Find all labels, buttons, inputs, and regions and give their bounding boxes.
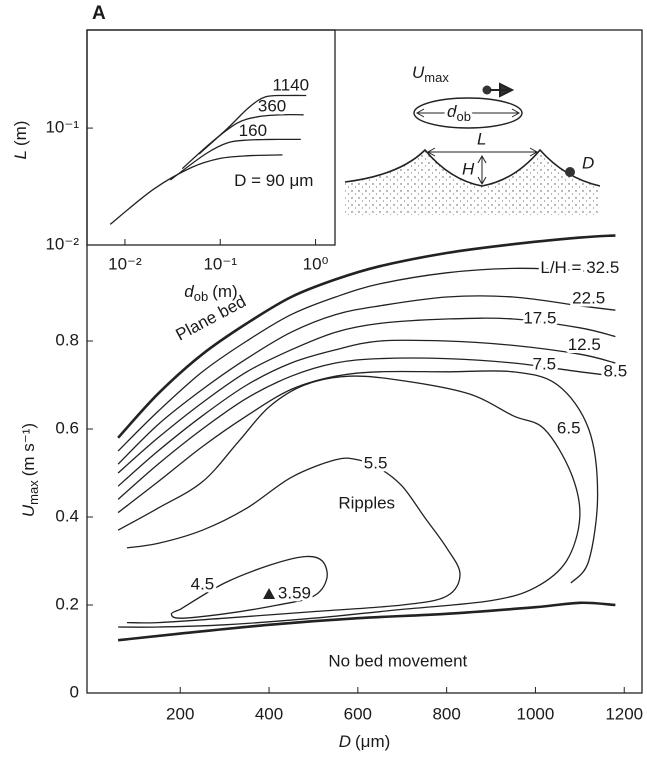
velocity-arrow xyxy=(490,82,515,98)
axis-label: dob (m) xyxy=(184,282,237,304)
contour-line xyxy=(198,94,307,155)
series-label: 5.5 xyxy=(364,454,388,473)
unit: (m) xyxy=(212,282,237,301)
x-tick-label: 200 xyxy=(166,704,194,723)
series-label: 6.5 xyxy=(557,418,581,437)
height-arrow xyxy=(477,154,487,186)
x-tick-label: 10⁰ xyxy=(303,254,329,273)
series-label: 8.5 xyxy=(604,361,628,380)
x-tick-label: 1200 xyxy=(605,704,643,723)
subscript: max xyxy=(26,480,41,505)
particle xyxy=(482,85,492,95)
symbol: L xyxy=(11,150,30,159)
contour-line xyxy=(117,375,581,628)
contour-line xyxy=(117,234,616,439)
grain-label: D xyxy=(582,153,594,172)
contour-line xyxy=(117,601,616,642)
y-tick-label: 0 xyxy=(70,682,79,701)
y-tick-label: 10⁻¹ xyxy=(45,118,79,137)
contour-line xyxy=(170,555,328,619)
unit: (m) xyxy=(11,121,30,146)
wavelength-label: L xyxy=(477,129,486,148)
series-label: L/H = 32.5 xyxy=(540,258,619,277)
x-tick-label: 1000 xyxy=(517,704,555,723)
unit: (m s⁻¹) xyxy=(19,423,38,476)
contour-line xyxy=(117,267,616,452)
series-label: 4.5 xyxy=(191,575,215,594)
symbol: d xyxy=(447,102,457,121)
height-label: H xyxy=(462,159,475,178)
ripple-profile xyxy=(344,148,601,187)
contour-line xyxy=(117,357,616,500)
subscript: ob xyxy=(456,109,470,124)
symbol: U xyxy=(412,63,425,82)
x-tick-label: 600 xyxy=(344,704,372,723)
x-tick-label: 10⁻¹ xyxy=(203,254,237,273)
inset-frame xyxy=(86,29,336,246)
contour-line xyxy=(117,317,616,474)
main-frame xyxy=(86,29,643,694)
contour-line xyxy=(109,154,283,225)
symbol: d xyxy=(184,282,194,301)
axis-label: D (μm) xyxy=(339,732,391,751)
symbol: D xyxy=(339,732,351,751)
series-label: 22.5 xyxy=(572,289,605,308)
velocity-label: Umax xyxy=(412,63,449,85)
schematic: Umax dob L H D xyxy=(344,63,601,215)
orbital-arrow xyxy=(415,108,521,118)
x-tick-label: 400 xyxy=(255,704,283,723)
y-tick-label: 0.8 xyxy=(55,330,79,349)
y-tick-label: 10⁻² xyxy=(45,234,79,253)
orbit xyxy=(413,97,523,129)
contour-line xyxy=(170,138,301,181)
x-tick-label: 800 xyxy=(432,704,460,723)
orbital-label: dob xyxy=(447,102,471,124)
panel-label: A xyxy=(92,3,106,24)
sediment xyxy=(345,150,600,215)
annotation: No bed movement xyxy=(328,652,467,671)
point xyxy=(263,588,276,599)
series-label: 3.59 xyxy=(278,583,311,602)
y-tick-label: 0.2 xyxy=(55,594,79,613)
contour-line xyxy=(117,295,616,465)
series-label: 12.5 xyxy=(568,335,601,354)
contour-line xyxy=(117,370,599,584)
subscript: max xyxy=(424,70,449,85)
axis-label: L (m) xyxy=(11,121,30,160)
series-label: 1140 xyxy=(273,75,310,94)
y-tick-label: 0.6 xyxy=(55,418,79,437)
series-label: 17.5 xyxy=(523,308,556,327)
series-label: D = 90 μm xyxy=(234,171,313,190)
annotation: Ripples xyxy=(338,493,395,512)
y-tick-label: 0.4 xyxy=(55,506,79,525)
contour-line xyxy=(126,457,461,624)
subscript: ob xyxy=(194,289,208,304)
series-label: 160 xyxy=(239,121,267,140)
contour-line xyxy=(117,339,616,487)
grain xyxy=(565,167,575,177)
series-label: 7.5 xyxy=(532,355,556,374)
axis-label: Umax (m s⁻¹) xyxy=(19,423,41,517)
wavelength-arrow xyxy=(426,147,539,157)
x-tick-label: 10⁻² xyxy=(108,254,142,273)
unit: (μm) xyxy=(355,732,390,751)
series-label: 360 xyxy=(258,96,286,115)
symbol: U xyxy=(19,504,38,517)
